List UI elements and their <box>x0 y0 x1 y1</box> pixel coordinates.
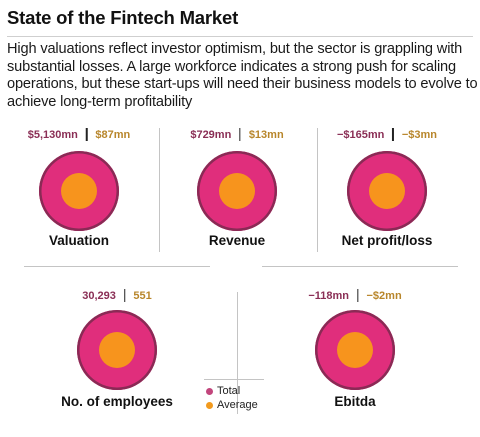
metric-values-valuation: $5,130mn $87mn <box>27 128 131 141</box>
chart-subtitle: High valuations reflect investor optimis… <box>7 41 478 110</box>
total-value-valuation: $5,130mn <box>27 128 78 141</box>
divider-horizontal-left <box>24 266 210 267</box>
legend-label-total: Total <box>217 385 241 397</box>
title-divider <box>7 36 473 37</box>
value-separator <box>392 128 394 141</box>
chart-title: State of the Fintech Market <box>7 7 239 28</box>
legend-item-total: Total <box>206 384 258 398</box>
value-separator <box>239 128 241 141</box>
metric-values-ebitda: −118mn −$2mn <box>308 289 402 302</box>
metric-label-revenue: Revenue <box>208 233 266 248</box>
metric-label-valuation: Valuation <box>48 233 110 248</box>
legend-label-average: Average <box>217 399 258 411</box>
average-circle-revenue <box>219 173 255 209</box>
legend-swatch-total <box>206 387 213 395</box>
metric-label-ebitda: Ebitda <box>334 394 376 409</box>
average-value-ebitda: −$2mn <box>366 289 402 302</box>
legend: Total Average <box>206 384 258 412</box>
average-circle-net-profit-loss <box>369 173 405 209</box>
metric-values-net-profit-loss: −$165mn −$3mn <box>337 128 437 141</box>
divider-vertical-2 <box>317 128 318 252</box>
average-value-no-of-employees: 551 <box>133 289 152 302</box>
metric-values-no-of-employees: 30,293 551 <box>82 289 152 302</box>
metric-values-revenue: $729mn $13mn <box>190 128 284 141</box>
total-value-ebitda: −118mn <box>308 289 349 302</box>
divider-horizontal-right <box>262 266 458 267</box>
average-value-revenue: $13mn <box>248 128 284 141</box>
total-value-no-of-employees: 30,293 <box>82 289 116 302</box>
total-value-net-profit-loss: −$165mn <box>336 128 385 141</box>
divider-vertical-1 <box>159 128 160 252</box>
average-circle-no-of-employees <box>99 332 135 368</box>
average-circle-ebitda <box>337 332 373 368</box>
value-separator <box>123 289 126 302</box>
metric-label-no-of-employees: No. of employees <box>61 394 173 409</box>
metric-label-net-profit-loss: Net profit/loss <box>341 233 433 248</box>
legend-swatch-average <box>206 401 213 409</box>
total-value-revenue: $729mn <box>190 128 232 141</box>
average-value-net-profit-loss: −$3mn <box>401 128 438 141</box>
legend-item-average: Average <box>206 398 258 412</box>
value-separator <box>357 289 359 302</box>
divider-legend <box>204 379 264 380</box>
average-circle-valuation <box>61 173 97 209</box>
average-value-valuation: $87mn <box>95 128 131 141</box>
divider-vertical-3 <box>237 292 238 414</box>
value-separator <box>85 128 88 141</box>
